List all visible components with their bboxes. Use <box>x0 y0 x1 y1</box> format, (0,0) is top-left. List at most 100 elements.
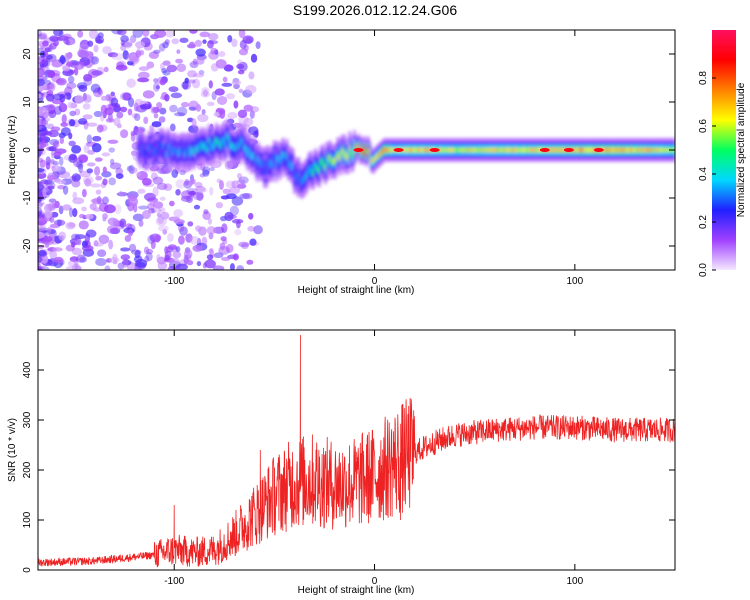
noise-speckle <box>100 95 107 101</box>
ridge-cell <box>145 149 148 156</box>
noise-speckle <box>38 124 43 131</box>
noise-speckle <box>82 92 87 102</box>
ridge-cell <box>302 177 306 185</box>
noise-speckle <box>94 36 105 44</box>
ridge-cell <box>324 164 327 171</box>
ridge-cell <box>480 147 484 153</box>
noise-speckle <box>171 38 179 45</box>
noise-speckle <box>222 76 228 83</box>
ridge-cell <box>356 145 360 151</box>
noise-speckle <box>111 30 123 35</box>
ridge-cell <box>207 137 211 145</box>
noise-speckle <box>135 50 142 58</box>
noise-speckle <box>81 206 87 212</box>
noise-speckle <box>90 183 102 188</box>
noise-speckle <box>173 209 184 218</box>
noise-speckle <box>227 112 238 119</box>
ridge-cell <box>176 149 180 156</box>
ridge-cell <box>443 147 446 153</box>
ridge-cell <box>658 147 661 153</box>
ridge-cell <box>529 147 533 153</box>
ridge-cell <box>527 147 530 153</box>
noise-speckle <box>93 44 99 53</box>
snr-x-tick-label: 100 <box>566 576 583 587</box>
noise-speckle <box>175 188 181 196</box>
noise-speckle <box>219 242 226 250</box>
ridge-cell <box>292 161 295 169</box>
ridge-cell <box>343 147 347 155</box>
noise-speckle <box>38 32 48 40</box>
ridge-cell <box>335 155 338 163</box>
noise-speckle <box>52 247 63 252</box>
noise-speckle <box>92 197 104 205</box>
noise-speckle <box>67 75 75 84</box>
noise-speckle <box>180 101 190 108</box>
noise-speckle <box>136 171 141 177</box>
noise-speckle <box>153 82 160 92</box>
noise-speckle <box>62 65 71 72</box>
ridge-cell <box>377 153 380 159</box>
noise-speckle <box>59 136 65 145</box>
noise-speckle <box>122 257 129 268</box>
noise-speckle <box>158 116 166 123</box>
noise-speckle <box>59 30 64 37</box>
noise-speckle <box>120 35 129 43</box>
ridge-cell <box>376 154 379 160</box>
noise-speckle <box>159 196 166 201</box>
noise-speckle <box>54 165 62 172</box>
noise-speckle <box>206 226 217 235</box>
noise-speckle <box>147 234 156 244</box>
ridge-cell <box>453 147 456 153</box>
ridge-cell <box>257 155 260 162</box>
noise-speckle <box>171 169 179 178</box>
spectrogram-x-tick-label: 0 <box>372 276 378 287</box>
noise-speckle <box>145 251 153 262</box>
ridge-cell <box>425 147 428 153</box>
noise-speckle <box>84 51 94 59</box>
noise-speckle <box>194 39 203 47</box>
noise-speckle <box>38 226 47 232</box>
noise-speckle <box>71 263 81 270</box>
ridge-cell <box>175 147 178 155</box>
noise-speckle <box>231 38 238 48</box>
ridge-cell <box>332 158 336 165</box>
noise-speckle <box>196 261 202 267</box>
ridge-cell <box>624 147 628 153</box>
ridge-cell <box>648 147 652 153</box>
ridge-cell <box>390 147 393 153</box>
ridge-cell <box>657 147 660 153</box>
ridge-cell <box>415 147 419 153</box>
ridge-cell <box>177 150 181 158</box>
ridge-cell <box>269 160 272 168</box>
ridge-cell <box>248 147 252 154</box>
ridge-cell <box>517 147 521 153</box>
noise-speckle <box>38 30 42 37</box>
ridge-cell <box>251 151 254 159</box>
ridge-cell <box>171 146 175 154</box>
noise-speckle <box>183 249 193 259</box>
noise-speckle <box>108 177 116 186</box>
colorbar-tick-label: 0.8 <box>698 71 709 85</box>
noise-speckle <box>220 195 230 200</box>
noise-speckle <box>124 234 132 242</box>
ridge-cell <box>460 147 463 153</box>
noise-speckle <box>93 242 104 247</box>
noise-speckle <box>62 204 72 211</box>
noise-speckle <box>132 30 143 38</box>
noise-speckle <box>152 176 164 185</box>
ridge-cell <box>468 147 472 153</box>
ridge-cell <box>459 147 462 153</box>
ridge-cell <box>404 147 408 153</box>
noise-speckle <box>73 61 85 70</box>
noise-speckle <box>119 218 127 228</box>
ridge-cell <box>331 157 335 165</box>
ridge-cell <box>639 147 642 153</box>
noise-speckle <box>209 186 214 196</box>
noise-speckle <box>252 130 259 138</box>
colorbar-tick-label: 0.6 <box>698 119 709 133</box>
noise-speckle <box>38 168 45 173</box>
ridge-cell <box>508 147 511 153</box>
ridge-cell <box>144 150 147 158</box>
noise-speckle <box>87 40 94 47</box>
ridge-cell <box>140 141 143 149</box>
